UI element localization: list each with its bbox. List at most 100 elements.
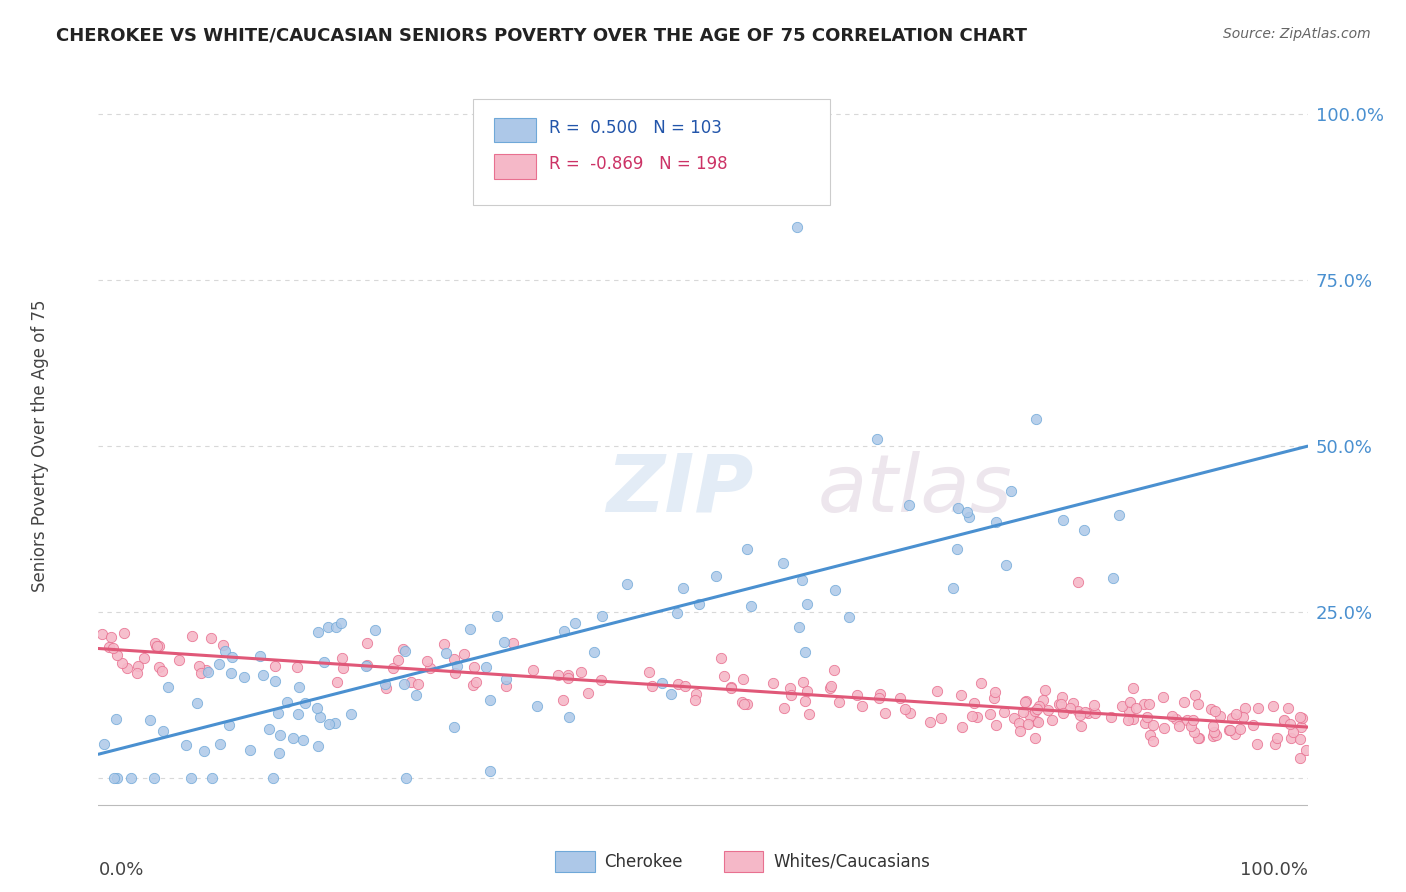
Point — [291, 733, 314, 747]
Point — [381, 660, 404, 674]
Point — [316, 620, 339, 634]
Point — [434, 646, 457, 660]
Point — [786, 219, 808, 234]
Point — [1289, 751, 1312, 765]
Point — [641, 679, 664, 693]
Point — [820, 680, 842, 694]
Point — [733, 697, 755, 711]
Point — [264, 673, 287, 688]
Point — [942, 581, 965, 595]
Point — [1026, 715, 1049, 730]
Point — [387, 653, 409, 667]
Point — [869, 687, 891, 701]
Point — [659, 688, 682, 702]
Point — [146, 639, 169, 653]
Text: 0.0%: 0.0% — [98, 862, 143, 880]
Point — [1277, 701, 1299, 715]
Point — [1067, 575, 1090, 590]
Point — [866, 433, 889, 447]
Point — [740, 599, 762, 613]
Point — [309, 709, 332, 723]
Point — [1008, 716, 1031, 731]
Point — [1062, 696, 1084, 710]
Point — [262, 772, 284, 786]
Point — [1137, 697, 1160, 711]
Point — [180, 772, 202, 786]
Point — [735, 542, 758, 557]
Point — [200, 631, 222, 645]
Point — [458, 622, 481, 636]
Point — [569, 665, 592, 679]
Point — [1040, 713, 1063, 727]
Text: atlas: atlas — [818, 450, 1012, 529]
Point — [950, 688, 973, 702]
Point — [983, 685, 1005, 699]
Point — [851, 698, 873, 713]
Point — [287, 706, 309, 721]
Point — [1272, 714, 1295, 729]
Point — [463, 660, 485, 674]
Point — [285, 660, 308, 674]
Point — [150, 665, 173, 679]
Point — [1184, 688, 1206, 702]
Point — [1012, 705, 1035, 719]
Point — [340, 706, 363, 721]
Point — [1187, 698, 1209, 712]
Point — [356, 636, 378, 650]
Point — [356, 658, 378, 673]
Point — [252, 668, 274, 682]
Point — [1177, 713, 1199, 727]
Point — [1289, 710, 1312, 724]
Point — [132, 651, 155, 665]
Point — [1122, 681, 1144, 695]
Text: R =  0.500   N = 103: R = 0.500 N = 103 — [550, 119, 723, 136]
Point — [591, 608, 613, 623]
Point — [685, 692, 707, 706]
Point — [329, 616, 352, 631]
Point — [1083, 706, 1105, 720]
Point — [1288, 731, 1310, 746]
Point — [249, 649, 271, 664]
Point — [1017, 716, 1039, 731]
Point — [1265, 731, 1288, 745]
Point — [799, 706, 821, 721]
Point — [375, 681, 398, 695]
Point — [120, 772, 142, 786]
Point — [416, 654, 439, 668]
Point — [478, 764, 501, 778]
Point — [1014, 695, 1036, 709]
Point — [478, 692, 501, 706]
Point — [1125, 701, 1147, 715]
Point — [392, 676, 415, 690]
Point — [946, 542, 969, 557]
Point — [1133, 698, 1156, 712]
Point — [1015, 694, 1038, 708]
Point — [1122, 712, 1144, 726]
Point — [188, 659, 211, 673]
Point — [828, 695, 851, 709]
Point — [1153, 721, 1175, 735]
Point — [1234, 701, 1257, 715]
Point — [779, 689, 801, 703]
Point — [1168, 719, 1191, 733]
Point — [838, 610, 860, 624]
Point — [1205, 728, 1227, 742]
Point — [492, 634, 515, 648]
Point — [1033, 683, 1056, 698]
Point — [970, 675, 993, 690]
Point — [200, 772, 222, 786]
Point — [1102, 571, 1125, 585]
Point — [1069, 708, 1091, 723]
Point — [312, 655, 335, 669]
Point — [330, 650, 353, 665]
Point — [897, 498, 920, 512]
Point — [1261, 698, 1284, 713]
Point — [453, 647, 475, 661]
Point — [318, 717, 340, 731]
Point — [374, 677, 396, 691]
Text: R =  -0.869   N = 198: R = -0.869 N = 198 — [550, 155, 728, 173]
Point — [564, 615, 586, 630]
Point — [918, 715, 941, 730]
Point — [894, 702, 917, 716]
Point — [211, 638, 233, 652]
